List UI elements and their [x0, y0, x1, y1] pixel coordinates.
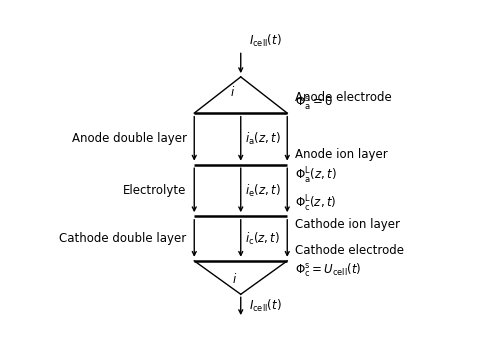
Text: $\Phi_{\mathrm{c}}^{\mathrm{s}} = U_{\mathrm{cell}}(t)$: $\Phi_{\mathrm{c}}^{\mathrm{s}} = U_{\ma…	[295, 262, 362, 279]
Text: $I_{\mathrm{cell}}(t)$: $I_{\mathrm{cell}}(t)$	[248, 33, 282, 49]
Text: Electrolyte: Electrolyte	[123, 184, 186, 197]
Text: $\Phi_{\mathrm{a}}^{\mathrm{s}} = 0$: $\Phi_{\mathrm{a}}^{\mathrm{s}} = 0$	[295, 94, 333, 112]
Text: $I_{\mathrm{cell}}(t)$: $I_{\mathrm{cell}}(t)$	[248, 298, 282, 314]
Text: $\Phi_{\mathrm{a}}^{\mathrm{L}}(z,t)$: $\Phi_{\mathrm{a}}^{\mathrm{L}}(z,t)$	[295, 166, 337, 186]
Text: Cathode double layer: Cathode double layer	[60, 232, 186, 245]
Text: $i$: $i$	[230, 85, 235, 99]
Text: $i_{\mathrm{c}}(z,t)$: $i_{\mathrm{c}}(z,t)$	[244, 231, 280, 247]
Text: Anode ion layer: Anode ion layer	[295, 147, 388, 160]
Text: $i_{\mathrm{e}}(z,t)$: $i_{\mathrm{e}}(z,t)$	[244, 182, 280, 198]
Text: $i$: $i$	[232, 272, 237, 286]
Text: $i_{\mathrm{a}}(z,t)$: $i_{\mathrm{a}}(z,t)$	[244, 131, 280, 147]
Text: $\Phi_{\mathrm{c}}^{\mathrm{L}}(z,t)$: $\Phi_{\mathrm{c}}^{\mathrm{L}}(z,t)$	[295, 194, 337, 214]
Text: Cathode ion layer: Cathode ion layer	[295, 218, 400, 231]
Text: Anode electrode: Anode electrode	[295, 91, 392, 104]
Text: Cathode electrode: Cathode electrode	[295, 244, 404, 257]
Text: Anode double layer: Anode double layer	[72, 132, 186, 146]
